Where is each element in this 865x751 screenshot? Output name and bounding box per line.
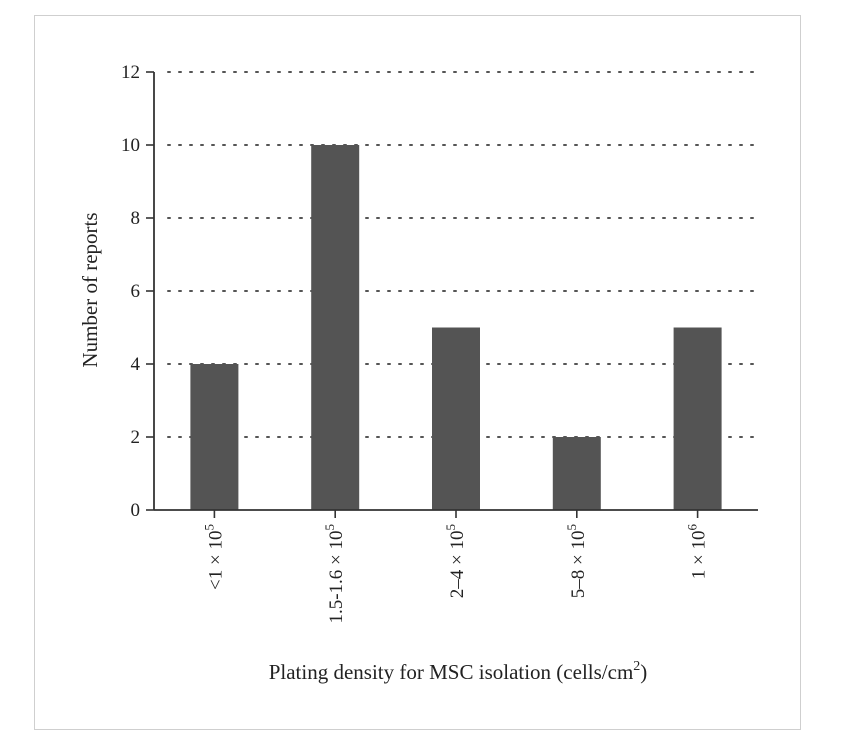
x-category-label: 1.5-1.6 × 105	[322, 524, 347, 624]
y-tick-label: 0	[131, 500, 141, 521]
y-tick-label: 6	[131, 281, 141, 302]
x-category-label: <1 × 105	[201, 524, 226, 590]
grid-lines	[167, 71, 759, 438]
x-category-label: 2–4 × 105	[443, 524, 468, 598]
x-category-labels: <1 × 105 1.5-1.6 × 105 2–4 × 105 5–8 × 105 1…	[201, 524, 709, 624]
figure-frame	[34, 15, 801, 730]
y-tick-label: 8	[131, 208, 141, 229]
bar	[432, 327, 480, 510]
y-tick-label: 4	[131, 354, 141, 375]
bar	[552, 437, 601, 510]
bar	[673, 327, 722, 510]
x-axis-label: Plating density for MSC isolation (cells…	[269, 659, 648, 684]
bars	[190, 145, 722, 510]
y-tick-label: 12	[121, 62, 140, 83]
x-category-label: 5–8 × 105	[564, 524, 589, 598]
y-tick-label: 10	[121, 135, 140, 156]
axes	[146, 71, 758, 518]
y-tick-labels: 0 2 4 6 8 10 12	[121, 62, 141, 521]
bar	[190, 364, 239, 510]
x-category-label: 1 × 106	[685, 524, 710, 580]
bar	[311, 145, 360, 510]
y-tick-label: 2	[131, 427, 141, 448]
y-axis-label: Number of reports	[78, 212, 102, 367]
